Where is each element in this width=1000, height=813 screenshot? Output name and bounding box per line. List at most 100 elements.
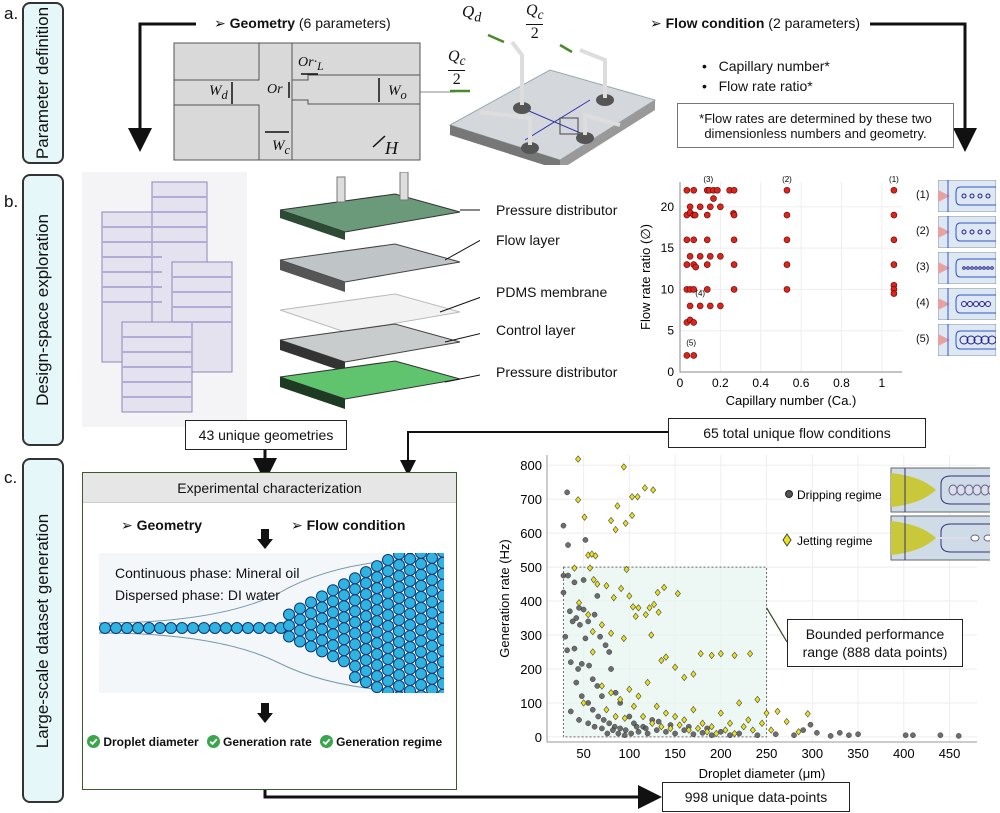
droplet — [360, 621, 372, 634]
datapoints-count-box: 998 unique data-points — [662, 782, 850, 812]
y-tick-label: 15 — [661, 241, 675, 255]
droplet — [393, 614, 405, 626]
droplet — [316, 601, 328, 614]
experimental-characterization-panel: Experimental characterization ➢ Geometry… — [82, 472, 457, 790]
jetting-point — [690, 670, 697, 678]
droplet — [283, 630, 295, 643]
dripping-point — [591, 723, 598, 730]
dripping-point — [573, 679, 580, 686]
jetting-point — [635, 604, 642, 612]
dripping-point — [955, 733, 962, 739]
data-point — [683, 352, 691, 359]
side-label-c: Large-scale dataset generation — [22, 458, 64, 803]
dripping-point — [600, 717, 607, 723]
y-tick-label: 700 — [520, 492, 542, 507]
data-point — [691, 211, 699, 219]
dripping-point — [655, 718, 662, 725]
droplet — [382, 686, 394, 693]
droplet — [360, 676, 372, 689]
layer-label-5: Pressure distributor — [496, 364, 618, 380]
down-arrow-icon — [257, 529, 273, 549]
jetting-point — [763, 709, 770, 717]
dripping-point — [708, 732, 715, 739]
dripping-point — [910, 732, 916, 739]
generation-rate-chart: 50 100 150 200 250 300 350 400 450 0 100 200 300 400 5… — [497, 455, 990, 781]
droplet — [404, 574, 416, 587]
droplet — [404, 553, 416, 565]
jetting-point — [685, 726, 692, 734]
jetting-point — [717, 709, 724, 717]
data-point — [717, 203, 724, 211]
x-tick-label: 0.4 — [752, 376, 769, 390]
droplet — [371, 560, 383, 573]
jetting-point — [697, 650, 704, 658]
droplet — [187, 622, 199, 634]
exploded-layers-render — [279, 172, 480, 409]
droplet — [382, 609, 394, 622]
droplet — [209, 622, 221, 634]
droplet — [294, 602, 306, 615]
droplet — [349, 649, 361, 662]
droplet — [426, 650, 438, 663]
dripping-point — [610, 727, 616, 733]
dripping-point — [754, 732, 761, 739]
jetting-point — [618, 584, 625, 593]
droplet — [394, 691, 404, 693]
droplet — [382, 587, 394, 600]
x-tick-label: 100 — [618, 746, 640, 761]
jetting-point — [722, 726, 729, 734]
droplet — [327, 595, 339, 608]
jetting-point — [629, 493, 636, 501]
dripping-point — [608, 666, 614, 672]
dripping-point — [560, 589, 567, 596]
dripping-point — [560, 522, 567, 529]
droplet — [437, 677, 444, 690]
dripping-point — [846, 732, 852, 739]
data-point — [730, 286, 738, 293]
droplet — [338, 600, 350, 613]
data-point — [783, 286, 791, 293]
droplet — [393, 559, 405, 571]
y-axis-label: Flow rate ratio (∅) — [638, 224, 653, 330]
jetting-point — [575, 496, 582, 504]
droplet — [121, 622, 133, 634]
droplet — [415, 623, 427, 636]
jetting-point — [590, 575, 597, 584]
dripping-point — [567, 659, 574, 666]
droplet — [305, 629, 317, 642]
jetting-point — [608, 689, 615, 697]
data-point — [683, 261, 691, 268]
layer-label-1: Pressure distributor — [496, 202, 618, 218]
dripping-point — [582, 537, 589, 543]
droplet — [393, 553, 405, 560]
data-point — [690, 286, 698, 293]
data-point — [710, 195, 717, 202]
dripping-point — [577, 621, 583, 628]
droplet — [415, 634, 427, 647]
point-annotation: (4) — [695, 289, 705, 298]
droplet — [371, 659, 383, 672]
legend-jetting-label: Jetting regime — [797, 534, 873, 548]
jetting-point — [658, 656, 665, 665]
droplet — [426, 672, 438, 685]
jetting-point — [644, 678, 651, 687]
droplet — [371, 615, 383, 628]
droplet — [283, 619, 295, 632]
data-point — [730, 261, 738, 268]
droplet — [327, 617, 339, 630]
axes — [546, 455, 977, 743]
droplet — [404, 585, 416, 598]
droplet — [437, 600, 444, 613]
jetting-point — [662, 653, 669, 661]
jetting-point — [747, 650, 754, 658]
droplet — [437, 666, 444, 679]
jetting-point — [594, 580, 601, 588]
regime-inset: (2) — [916, 216, 998, 248]
dripping-point — [672, 730, 678, 737]
droplet — [338, 633, 350, 646]
droplet — [349, 638, 361, 651]
dripping-point — [591, 611, 598, 618]
data-point — [783, 211, 791, 219]
data-point — [783, 186, 791, 194]
